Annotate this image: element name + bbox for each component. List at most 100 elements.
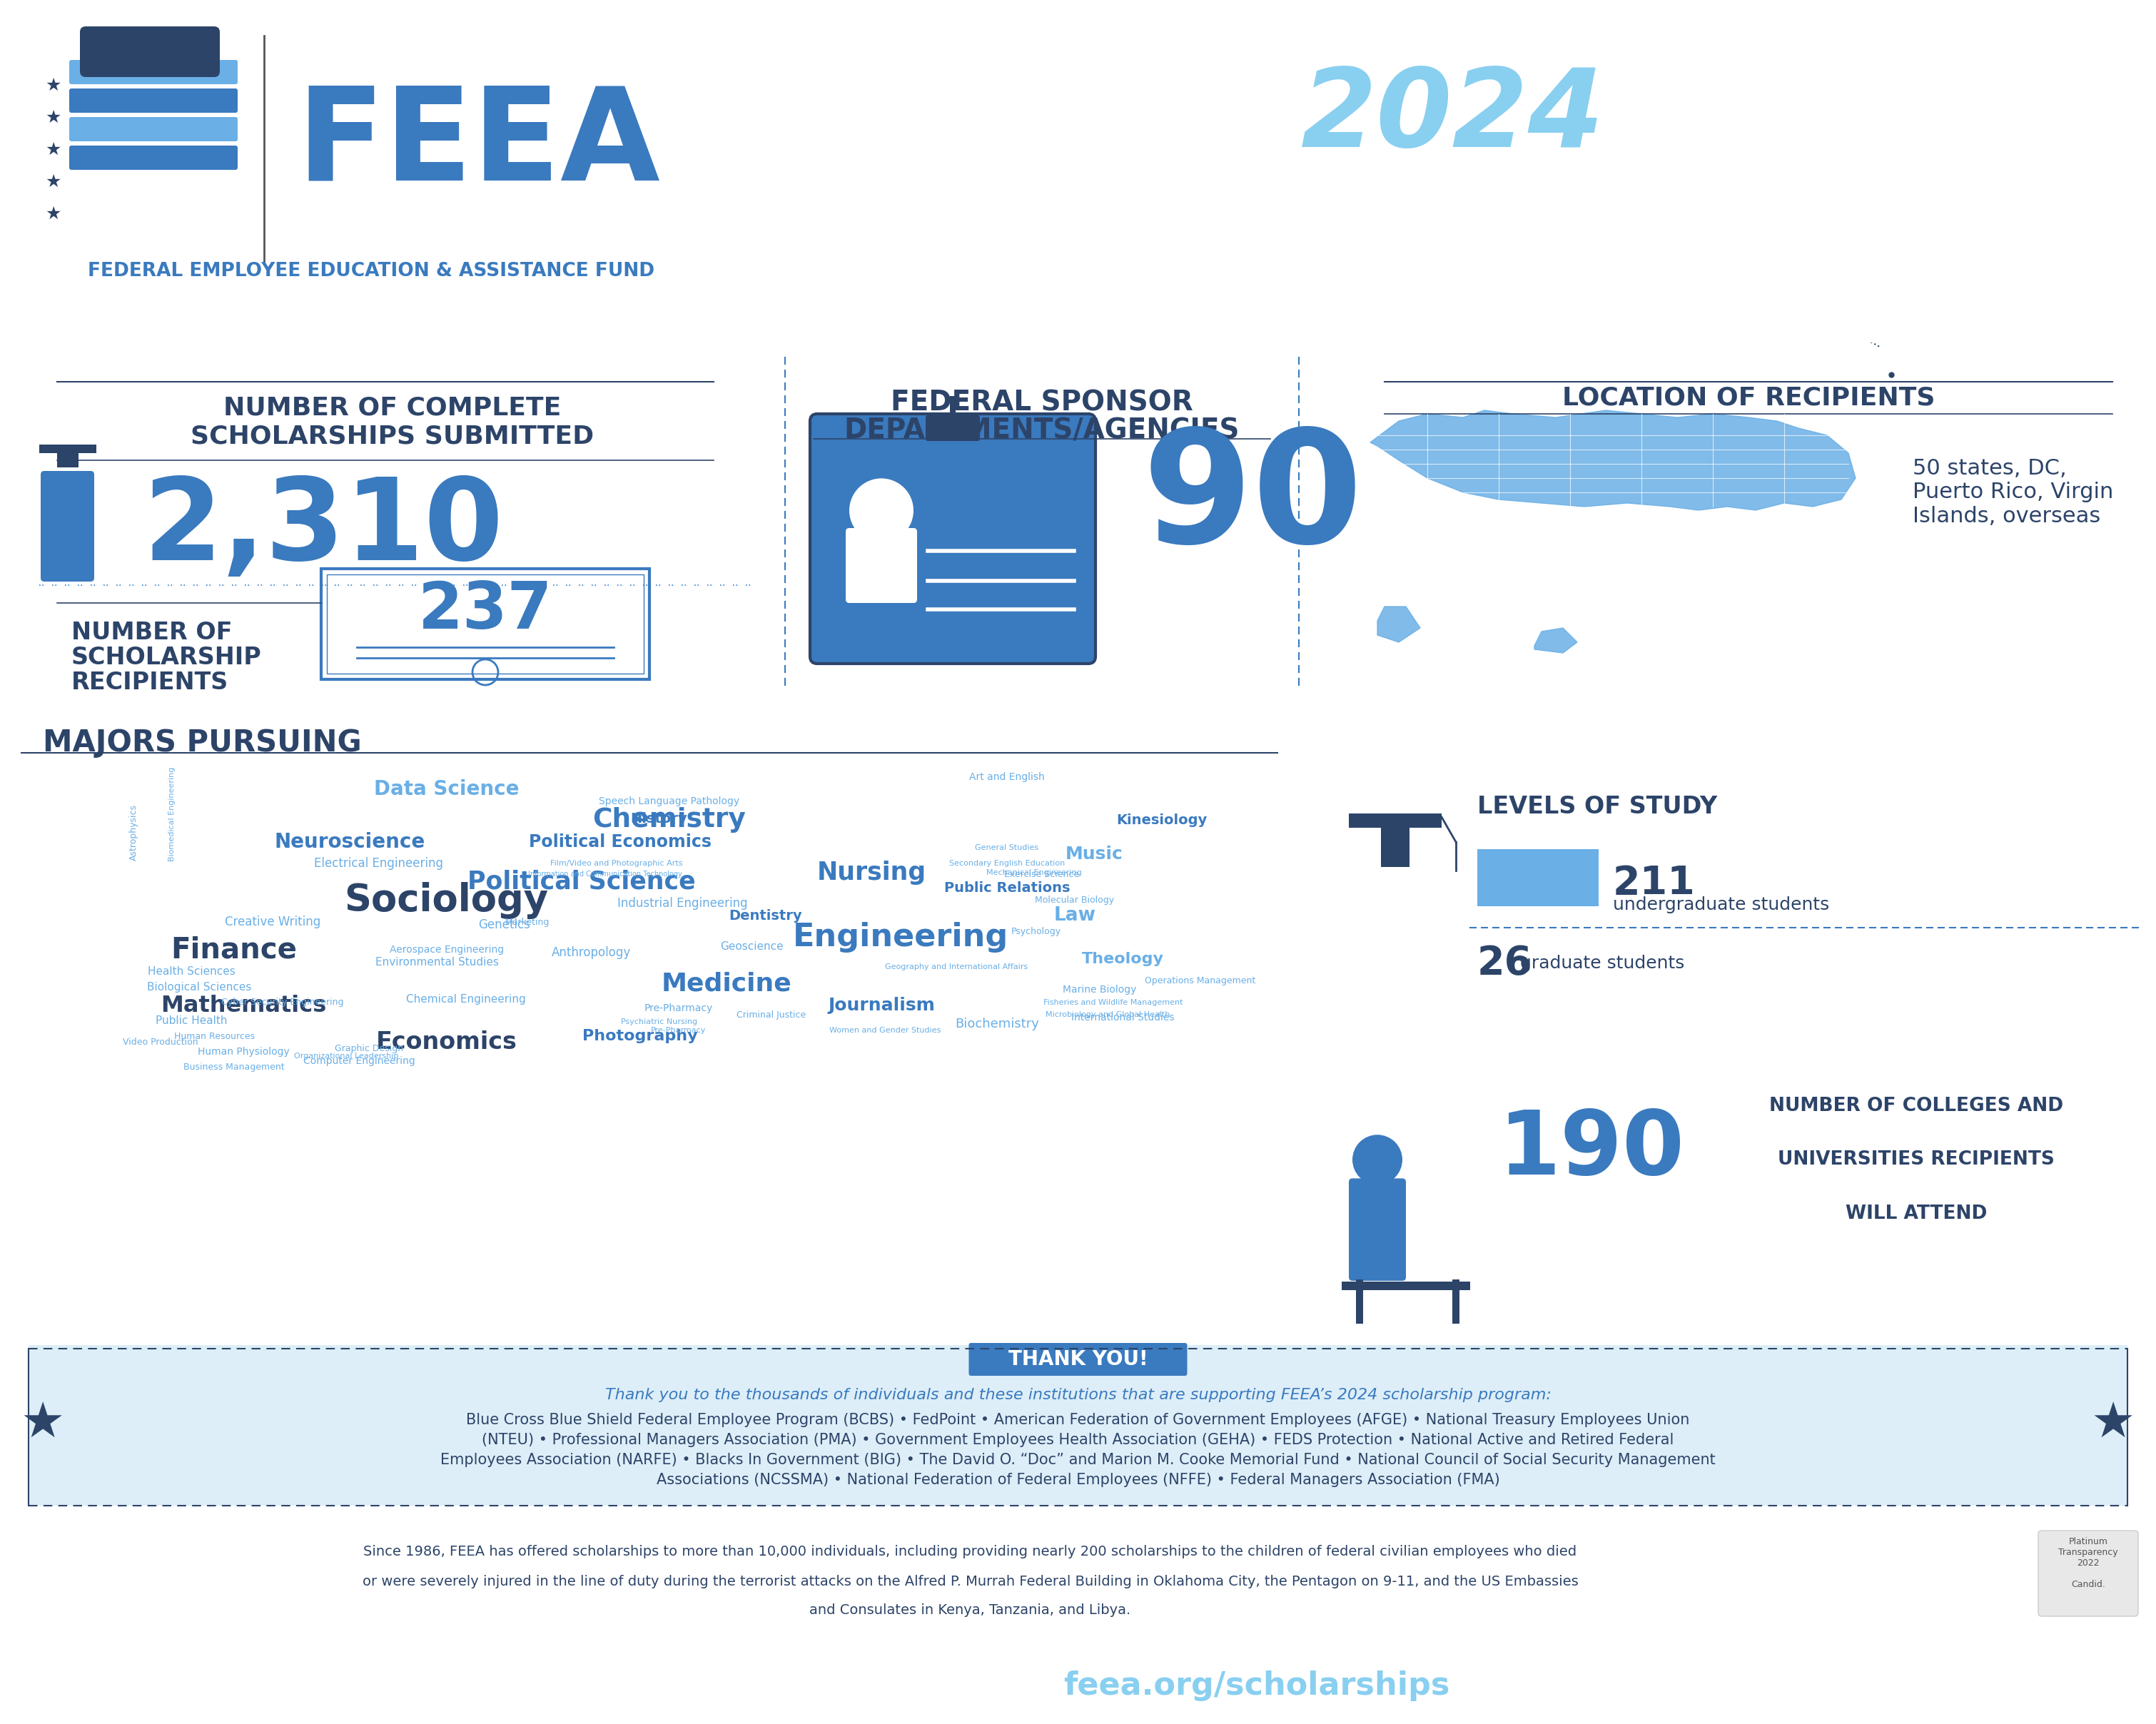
Bar: [1453, 1279, 1460, 1324]
Text: Human Physiology: Human Physiology: [198, 1046, 289, 1057]
Text: Sociology: Sociology: [345, 883, 548, 919]
Text: Aerospace Engineering: Aerospace Engineering: [390, 945, 505, 955]
Text: Art and English: Art and English: [970, 772, 1046, 783]
Text: undergraduate students: undergraduate students: [1613, 896, 1828, 914]
Text: Speech Language Pathology: Speech Language Pathology: [599, 796, 740, 807]
Text: Secondary English Education: Secondary English Education: [949, 860, 1065, 867]
Text: Associations (NCSSMA) • National Federation of Federal Employees (NFFE) • Federa: Associations (NCSSMA) • National Federat…: [655, 1472, 1501, 1488]
Text: Video Production: Video Production: [123, 1038, 198, 1046]
Text: LEVELS OF STUDY: LEVELS OF STUDY: [1477, 795, 1718, 819]
Text: UNIVERSITIES RECIPIENTS: UNIVERSITIES RECIPIENTS: [1777, 1150, 2055, 1169]
Text: Public Health: Public Health: [155, 1015, 226, 1026]
Bar: [951, 397, 955, 417]
Text: SCHOLARSHIPS SUBMITTED: SCHOLARSHIPS SUBMITTED: [192, 424, 595, 448]
Text: Microbiology and Global Health: Microbiology and Global Health: [1046, 1012, 1171, 1019]
Text: Industrial Engineering: Industrial Engineering: [617, 896, 748, 910]
Text: Chemistry: Chemistry: [593, 807, 746, 833]
Text: MAJORS PURSUING: MAJORS PURSUING: [43, 728, 362, 759]
Text: Nursing: Nursing: [817, 860, 927, 884]
Text: Health Sciences: Health Sciences: [147, 965, 235, 978]
Text: Employees Association (NARFE) • Blacks In Government (BIG) • The David O. “Doc” : Employees Association (NARFE) • Blacks I…: [440, 1453, 1716, 1467]
Text: NUMBER OF COMPLETE: NUMBER OF COMPLETE: [224, 397, 561, 421]
Text: Creative Writing: Creative Writing: [224, 915, 321, 929]
FancyBboxPatch shape: [2037, 1531, 2139, 1617]
FancyBboxPatch shape: [41, 471, 95, 581]
Text: Dentistry: Dentistry: [729, 909, 802, 922]
FancyBboxPatch shape: [39, 445, 97, 453]
Text: Organizational Leadership: Organizational Leadership: [293, 1053, 399, 1060]
Text: Biochemistry: Biochemistry: [955, 1017, 1039, 1031]
Text: Geography and International Affairs: Geography and International Affairs: [886, 964, 1028, 971]
Text: Psychiatric Nursing: Psychiatric Nursing: [621, 1019, 696, 1026]
Bar: [1477, 850, 1598, 907]
Text: Neuroscience: Neuroscience: [274, 831, 425, 852]
Text: Law: Law: [1054, 907, 1095, 926]
Text: FEDERAL SPONSOR: FEDERAL SPONSOR: [890, 390, 1192, 415]
Text: ★: ★: [45, 78, 63, 95]
Bar: [1356, 1279, 1363, 1324]
Text: FEDERAL EMPLOYEE EDUCATION & ASSISTANCE FUND: FEDERAL EMPLOYEE EDUCATION & ASSISTANCE …: [88, 262, 655, 281]
FancyBboxPatch shape: [925, 415, 979, 441]
Text: Engineering: Engineering: [793, 922, 1009, 953]
Text: Mathematics: Mathematics: [162, 995, 326, 1017]
Text: feea.org/scholarships: feea.org/scholarships: [1063, 1671, 1451, 1702]
Text: Marketing: Marketing: [505, 917, 550, 928]
Text: Pre-Pharmacy: Pre-Pharmacy: [645, 1003, 714, 1014]
Text: Criminal Justice: Criminal Justice: [737, 1010, 806, 1019]
Text: ★: ★: [45, 141, 63, 159]
Text: Psychology: Psychology: [1011, 928, 1061, 936]
Polygon shape: [1371, 410, 1856, 510]
Text: Marine Biology: Marine Biology: [1063, 984, 1136, 995]
Text: Exercise Science: Exercise Science: [1005, 871, 1080, 879]
Text: Anthropology: Anthropology: [552, 946, 632, 959]
Text: SCHOLARSHIP: SCHOLARSHIP: [71, 646, 261, 669]
Text: Economics: Economics: [375, 1031, 517, 1055]
Text: Cyber Security Engineering: Cyber Security Engineering: [222, 998, 343, 1007]
Text: Molecular Biology: Molecular Biology: [1035, 896, 1115, 905]
Bar: [28, 1345, 2128, 1505]
Text: (NTEU) • Professional Managers Association (PMA) • Government Employees Health A: (NTEU) • Professional Managers Associati…: [483, 1433, 1673, 1446]
Text: 90: 90: [1143, 422, 1363, 576]
Text: Computer Engineering: Computer Engineering: [304, 1057, 416, 1065]
Text: International Studies: International Studies: [1072, 1012, 1175, 1022]
Text: Mechanical Engineering: Mechanical Engineering: [985, 869, 1082, 876]
Text: Geoscience: Geoscience: [720, 941, 783, 952]
FancyBboxPatch shape: [1350, 1179, 1406, 1281]
FancyBboxPatch shape: [69, 88, 237, 112]
Text: Operations Management: Operations Management: [1145, 976, 1255, 986]
Text: graduate students: graduate students: [1520, 955, 1684, 972]
Text: Environmental Studies: Environmental Studies: [375, 957, 498, 967]
Text: 2,310: 2,310: [142, 472, 502, 583]
Text: Theology: Theology: [1082, 952, 1164, 965]
Text: Film/Video and Photographic Arts: Film/Video and Photographic Arts: [550, 860, 683, 867]
Text: Fisheries and Wildlife Management: Fisheries and Wildlife Management: [1044, 998, 1184, 1005]
Text: and Consulates in Kenya, Tanzania, and Libya.: and Consulates in Kenya, Tanzania, and L…: [808, 1603, 1132, 1617]
Bar: [1382, 828, 1410, 867]
Text: Political Science: Political Science: [468, 869, 696, 895]
Bar: [328, 574, 645, 674]
Text: 50 states, DC,
Puerto Rico, Virgin
Islands, overseas: 50 states, DC, Puerto Rico, Virgin Islan…: [1912, 459, 2113, 528]
Text: SCHOLARSHIP PROGRAM: SCHOLARSHIP PROGRAM: [951, 205, 1953, 274]
Text: Astrophysics: Astrophysics: [129, 805, 138, 860]
Text: ★: ★: [22, 1400, 65, 1448]
Text: Women and Gender Studies: Women and Gender Studies: [830, 1026, 940, 1034]
Text: ★: ★: [45, 174, 63, 191]
Text: 190: 190: [1498, 1107, 1686, 1193]
Text: History: History: [632, 812, 688, 826]
Text: Photography: Photography: [582, 1029, 696, 1043]
Text: General Studies: General Studies: [975, 845, 1039, 852]
Text: 211: 211: [1613, 864, 1695, 903]
Text: LOCATION OF RECIPIENTS: LOCATION OF RECIPIENTS: [1563, 386, 1934, 410]
Text: Medicine: Medicine: [662, 972, 791, 996]
Text: ★: ★: [45, 205, 63, 222]
Bar: [1341, 1281, 1470, 1290]
Text: WILL ATTEND: WILL ATTEND: [1846, 1205, 1988, 1222]
FancyBboxPatch shape: [845, 528, 916, 603]
Text: THANK YOU!: THANK YOU!: [1009, 1350, 1147, 1369]
Text: Political Economics: Political Economics: [528, 833, 711, 850]
Text: Learn more at: Learn more at: [800, 1671, 1063, 1702]
Text: Biological Sciences: Biological Sciences: [147, 981, 252, 993]
Text: Chemical Engineering: Chemical Engineering: [405, 995, 526, 1005]
FancyBboxPatch shape: [69, 145, 237, 171]
FancyBboxPatch shape: [811, 414, 1095, 664]
